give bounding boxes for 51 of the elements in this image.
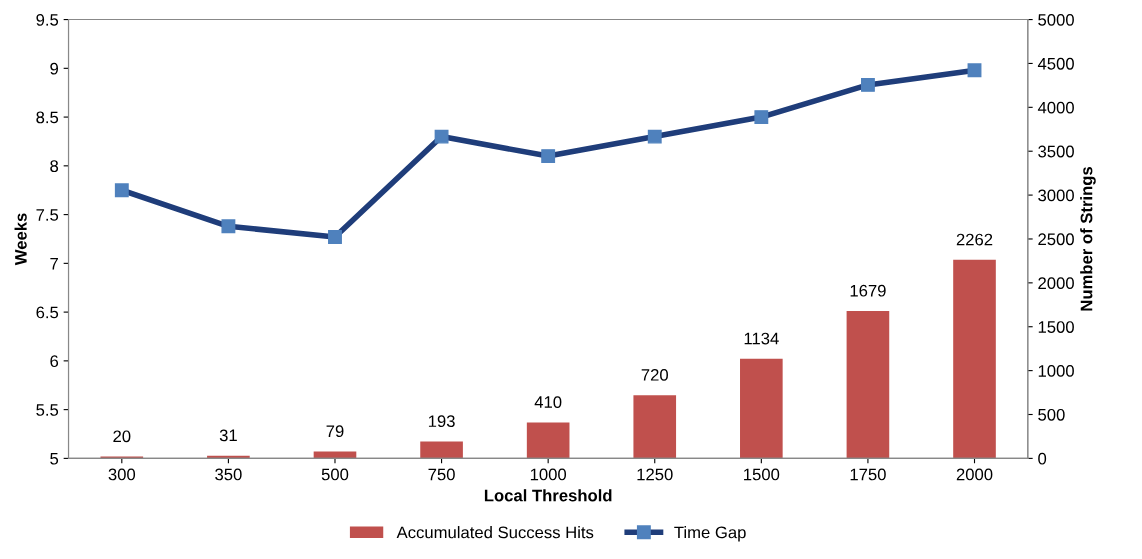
x-axis-title: Local Threshold (484, 489, 612, 502)
x-tick-label: 300 (108, 468, 136, 481)
y2-tick-label: 4000 (1037, 101, 1074, 114)
y-tick-label: 7 (50, 257, 58, 270)
y-tick-label: 5.5 (36, 404, 59, 416)
y-tick-label: 9.5 (36, 13, 59, 26)
y2-tick-label: 2000 (1038, 277, 1074, 290)
y-tick-label: 6.5 (36, 306, 59, 319)
y2-tick-label: 500 (1038, 408, 1065, 421)
y2-tick-label: 0 (1038, 452, 1047, 465)
data-label: 720 (641, 368, 668, 381)
legend-label: Time Gap (674, 526, 746, 542)
y-tick-label: 5 (50, 452, 59, 465)
bar (953, 259, 996, 459)
x-tick-label: 1750 (850, 468, 886, 481)
y-tick-label: 8 (50, 160, 59, 173)
bar (420, 441, 463, 459)
y2-tick-label: 4500 (1037, 57, 1074, 70)
x-tick-label: 500 (321, 468, 349, 481)
x-tick-label: 750 (428, 468, 455, 481)
data-label: 410 (534, 396, 562, 408)
y-tick-label: 7.5 (36, 209, 59, 221)
y2-tick-label: 1000 (1038, 365, 1074, 377)
x-tick-label: 2000 (956, 468, 993, 481)
data-label: 20 (113, 430, 131, 443)
data-label: 193 (428, 415, 455, 428)
y-tick-label: 6 (50, 355, 59, 368)
bar (313, 451, 357, 459)
bar (740, 358, 783, 459)
data-label: 1134 (744, 332, 779, 345)
y-tick-label: 9 (50, 62, 59, 75)
y-axis-title: Weeks (14, 213, 27, 266)
data-label: 2262 (956, 233, 993, 246)
y2-axis-title: Number of Strings (1080, 166, 1096, 311)
y2-tick-label: 5000 (1038, 13, 1074, 26)
y2-tick-label: 3000 (1038, 189, 1074, 202)
y-tick-label: 8.5 (36, 111, 59, 124)
data-label: 31 (219, 429, 237, 442)
data-label: 79 (326, 425, 344, 438)
y2-tick-label: 2500 (1038, 233, 1074, 246)
data-label: 1679 (850, 284, 886, 297)
bar (846, 311, 890, 459)
y2-tick-label: 1500 (1038, 321, 1074, 333)
x-tick-label: 1500 (744, 468, 780, 481)
bar (633, 395, 677, 459)
y2-tick-label: 3500 (1038, 145, 1074, 158)
legend-label: Accumulated Success Hits (396, 526, 594, 539)
x-tick-label: 1250 (637, 468, 673, 481)
x-tick-label: 1000 (530, 468, 567, 481)
bar (526, 422, 570, 459)
x-tick-label: 350 (215, 468, 242, 481)
